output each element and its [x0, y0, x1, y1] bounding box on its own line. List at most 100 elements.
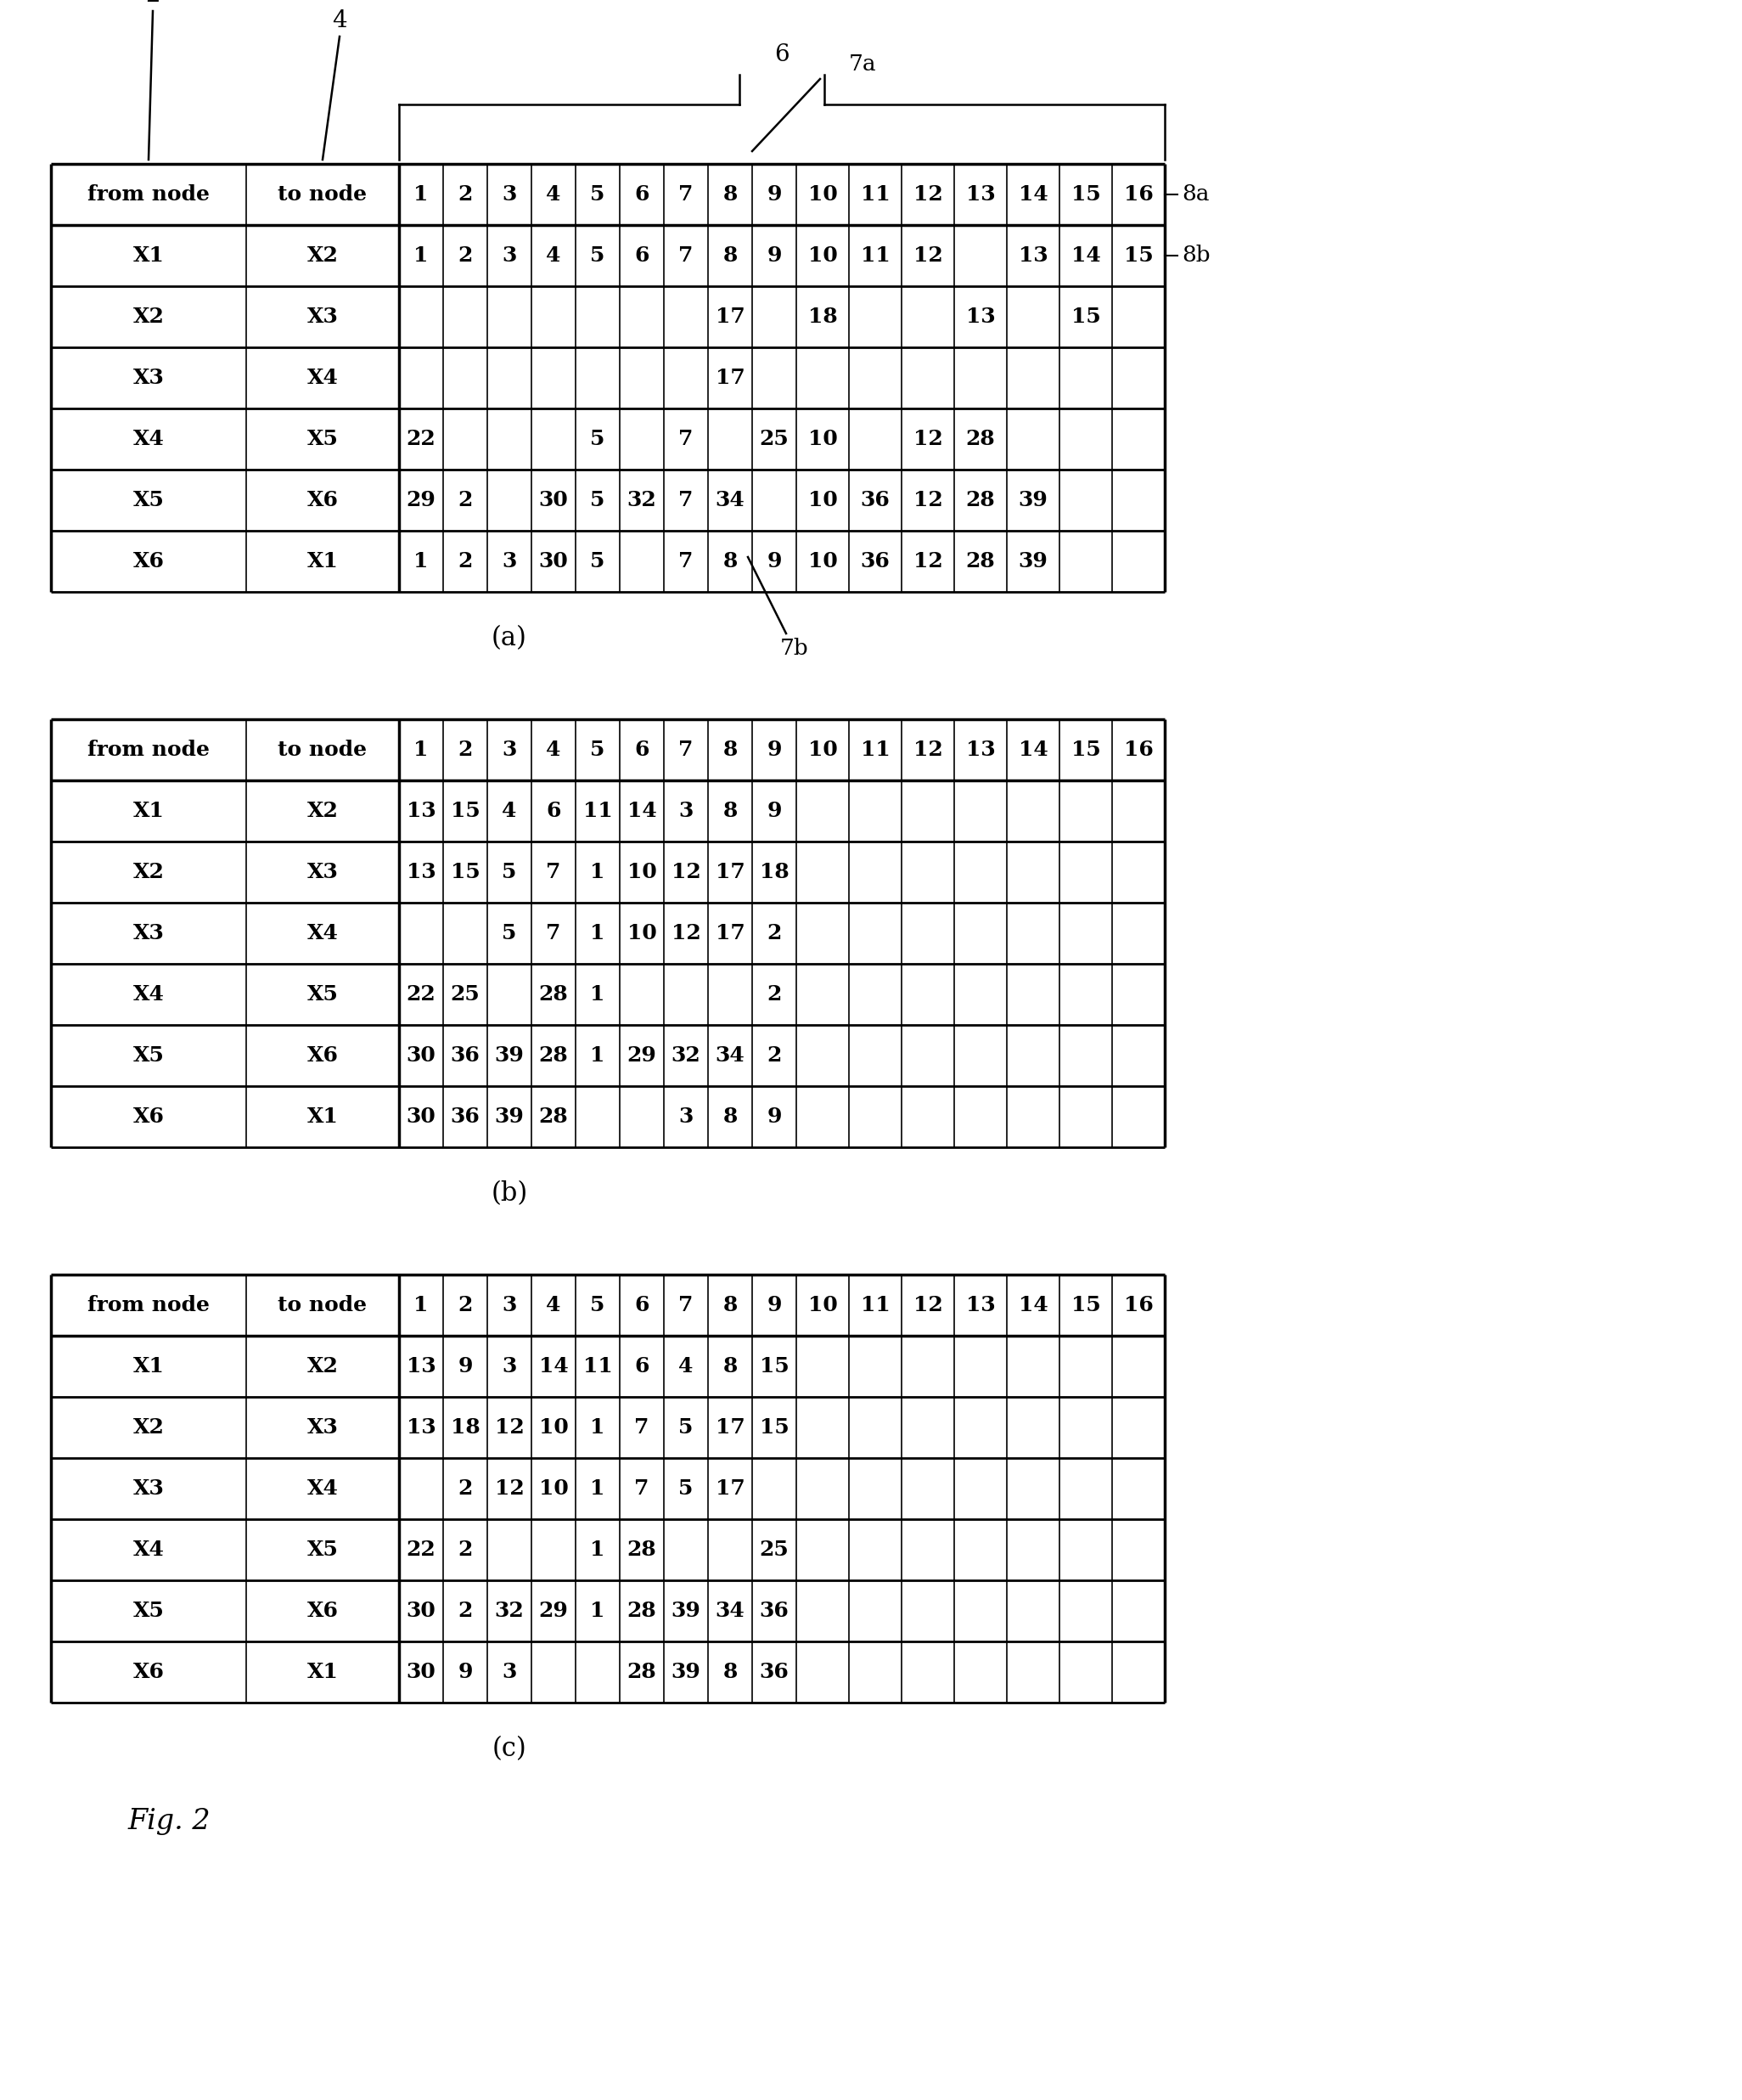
Text: 6: 6 [634, 739, 650, 760]
Text: 8: 8 [723, 1661, 737, 1682]
Text: 13: 13 [406, 800, 436, 821]
Text: 3: 3 [502, 739, 517, 760]
Text: 12: 12 [913, 185, 942, 204]
Text: X4: X4 [132, 428, 164, 449]
Text: X5: X5 [307, 428, 338, 449]
Text: 13: 13 [406, 1357, 436, 1376]
Text: 32: 32 [671, 1046, 700, 1065]
Text: 9: 9 [766, 185, 782, 204]
Text: X6: X6 [307, 1600, 338, 1621]
Text: 36: 36 [451, 1046, 481, 1065]
Text: 2: 2 [458, 185, 472, 204]
Text: 25: 25 [760, 428, 789, 449]
Text: 4: 4 [502, 800, 517, 821]
Text: 8a: 8a [1181, 185, 1209, 206]
Text: 14: 14 [538, 1357, 568, 1376]
Text: X6: X6 [132, 1661, 164, 1682]
Text: 29: 29 [406, 489, 436, 510]
Text: 15: 15 [1071, 307, 1101, 328]
Text: 28: 28 [965, 489, 995, 510]
Text: 5: 5 [591, 550, 604, 571]
Text: 36: 36 [760, 1600, 789, 1621]
Text: 13: 13 [965, 307, 995, 328]
Text: X1: X1 [132, 1357, 164, 1376]
Text: 2: 2 [458, 1478, 472, 1499]
Text: 25: 25 [451, 985, 481, 1004]
Text: 36: 36 [861, 550, 890, 571]
Text: X3: X3 [307, 861, 338, 882]
Text: X5: X5 [132, 1600, 164, 1621]
Text: 14: 14 [1019, 1296, 1049, 1315]
Text: 8: 8 [723, 1357, 737, 1376]
Text: 11: 11 [861, 1296, 890, 1315]
Text: X2: X2 [132, 307, 164, 328]
Text: 34: 34 [716, 489, 746, 510]
Text: 9: 9 [458, 1661, 472, 1682]
Text: 1: 1 [591, 1478, 604, 1499]
Text: 6: 6 [634, 185, 650, 204]
Text: 28: 28 [627, 1661, 657, 1682]
Text: 9: 9 [766, 739, 782, 760]
Text: 32: 32 [495, 1600, 524, 1621]
Text: 10: 10 [808, 428, 838, 449]
Text: 12: 12 [495, 1418, 524, 1439]
Text: 2: 2 [458, 489, 472, 510]
Text: 1: 1 [591, 1418, 604, 1439]
Text: 7: 7 [634, 1478, 650, 1499]
Text: from node: from node [87, 739, 209, 760]
Text: 4: 4 [547, 1296, 561, 1315]
Text: 1: 1 [591, 1539, 604, 1560]
Text: 3: 3 [502, 1661, 517, 1682]
Text: 12: 12 [671, 861, 700, 882]
Text: 39: 39 [671, 1600, 700, 1621]
Text: 1: 1 [413, 550, 429, 571]
Text: 12: 12 [913, 739, 942, 760]
Text: 39: 39 [1019, 489, 1049, 510]
Text: 7a: 7a [848, 53, 876, 76]
Text: to node: to node [279, 1296, 368, 1315]
Text: 7: 7 [679, 739, 693, 760]
Text: 15: 15 [451, 861, 481, 882]
Text: 1: 1 [591, 985, 604, 1004]
Text: 22: 22 [406, 1539, 436, 1560]
Text: 9: 9 [766, 1296, 782, 1315]
Text: 7: 7 [679, 428, 693, 449]
Text: X3: X3 [132, 368, 164, 388]
Text: 17: 17 [716, 1418, 746, 1439]
Text: X4: X4 [307, 924, 338, 943]
Text: 3: 3 [679, 800, 693, 821]
Text: 7: 7 [547, 924, 561, 943]
Text: 18: 18 [808, 307, 838, 328]
Text: 7: 7 [679, 246, 693, 267]
Text: to node: to node [279, 185, 368, 204]
Text: 10: 10 [808, 550, 838, 571]
Text: 5: 5 [591, 489, 604, 510]
Text: 2: 2 [145, 0, 160, 6]
Text: X1: X1 [307, 1661, 338, 1682]
Text: 7: 7 [679, 185, 693, 204]
Text: 30: 30 [538, 489, 568, 510]
Text: 28: 28 [627, 1539, 657, 1560]
Text: X2: X2 [132, 1418, 164, 1439]
Text: 39: 39 [671, 1661, 700, 1682]
Text: 15: 15 [760, 1418, 789, 1439]
Text: (c): (c) [491, 1737, 526, 1762]
Text: 14: 14 [1071, 246, 1101, 267]
Text: Fig. 2: Fig. 2 [127, 1808, 211, 1835]
Text: X3: X3 [132, 1478, 164, 1499]
Text: 13: 13 [965, 1296, 995, 1315]
Text: 1: 1 [591, 924, 604, 943]
Text: X2: X2 [307, 246, 338, 267]
Text: 13: 13 [406, 861, 436, 882]
Text: 36: 36 [861, 489, 890, 510]
Text: 3: 3 [502, 1357, 517, 1376]
Text: 9: 9 [766, 246, 782, 267]
Text: 36: 36 [451, 1107, 481, 1128]
Text: 12: 12 [913, 489, 942, 510]
Text: 1: 1 [591, 1600, 604, 1621]
Text: 5: 5 [591, 246, 604, 267]
Text: 28: 28 [538, 1107, 568, 1128]
Text: 10: 10 [808, 246, 838, 267]
Text: 10: 10 [808, 489, 838, 510]
Text: 39: 39 [1019, 550, 1049, 571]
